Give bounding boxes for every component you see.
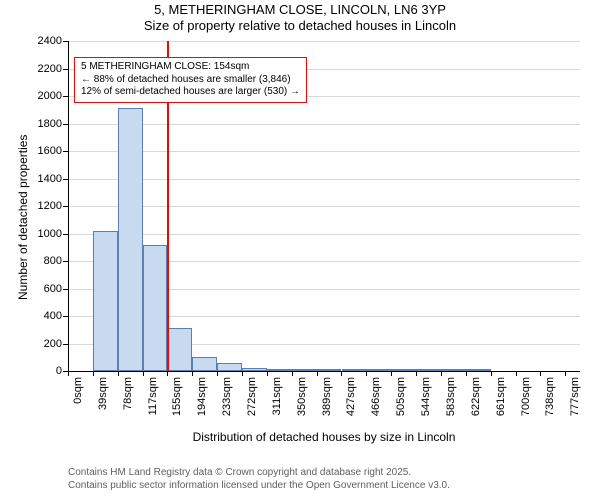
x-tick-label: 39sqm: [97, 377, 109, 410]
y-tick-label: 2400: [38, 35, 62, 47]
plot-area: 0200400600800100012001400160018002000220…: [68, 40, 580, 371]
histogram-bar: [143, 245, 168, 372]
histogram-bar: [118, 108, 143, 371]
x-axis-line: [68, 371, 580, 372]
x-tick-mark: [217, 371, 218, 376]
grid-line: [68, 41, 580, 42]
x-tick-label: 272sqm: [246, 377, 258, 416]
annotation-line-1: 5 METHERINGHAM CLOSE: 154sqm: [81, 61, 300, 74]
y-tick-label: 1200: [38, 200, 62, 212]
x-tick-mark: [341, 371, 342, 376]
x-tick-mark: [143, 371, 144, 376]
x-tick-label: 350sqm: [296, 377, 308, 416]
x-tick-label: 233sqm: [221, 377, 233, 416]
attribution-line1: Contains HM Land Registry data © Crown c…: [68, 467, 450, 480]
x-tick-label: 78sqm: [122, 377, 134, 410]
annotation-line-3: 12% of semi-detached houses are larger (…: [81, 86, 300, 99]
chart-title-line1: 5, METHERINGHAM CLOSE, LINCOLN, LN6 3YP: [0, 2, 600, 17]
y-tick-label: 1800: [38, 118, 62, 130]
x-tick-mark: [366, 371, 367, 376]
x-tick-mark: [167, 371, 168, 376]
x-tick-label: 0sqm: [72, 377, 84, 404]
y-axis-line: [68, 41, 69, 371]
x-tick-label: 544sqm: [420, 377, 432, 416]
y-tick-label: 2000: [38, 90, 62, 102]
x-tick-label: 738sqm: [544, 377, 556, 416]
x-tick-mark: [441, 371, 442, 376]
grid-line: [68, 234, 580, 235]
y-tick-label: 1400: [38, 173, 62, 185]
x-tick-mark: [317, 371, 318, 376]
x-tick-mark: [292, 371, 293, 376]
x-tick-mark: [93, 371, 94, 376]
histogram-bar: [167, 328, 192, 371]
x-tick-label: 389sqm: [321, 377, 333, 416]
y-tick-label: 400: [44, 310, 62, 322]
histogram-bar: [217, 363, 242, 371]
y-tick-label: 600: [44, 283, 62, 295]
grid-line: [68, 179, 580, 180]
x-tick-mark: [416, 371, 417, 376]
x-tick-label: 622sqm: [470, 377, 482, 416]
grid-line: [68, 151, 580, 152]
x-tick-mark: [68, 371, 69, 376]
attribution-line2: Contains public sector information licen…: [68, 480, 450, 493]
y-tick-label: 1000: [38, 228, 62, 240]
annotation-line-2: ← 88% of detached houses are smaller (3,…: [81, 74, 300, 87]
x-tick-mark: [565, 371, 566, 376]
x-tick-label: 505sqm: [395, 377, 407, 416]
x-tick-label: 117sqm: [147, 377, 159, 415]
x-tick-mark: [516, 371, 517, 376]
x-tick-mark: [391, 371, 392, 376]
y-tick-label: 0: [56, 365, 62, 377]
x-tick-label: 311sqm: [271, 377, 283, 415]
chart-title-line2: Size of property relative to detached ho…: [0, 18, 600, 33]
attribution-text: Contains HM Land Registry data © Crown c…: [68, 467, 450, 492]
x-tick-label: 427sqm: [345, 377, 357, 416]
y-axis-title: Number of detached properties: [16, 135, 30, 300]
annotation-box: 5 METHERINGHAM CLOSE: 154sqm← 88% of det…: [74, 57, 307, 103]
x-tick-mark: [466, 371, 467, 376]
grid-line: [68, 124, 580, 125]
x-tick-mark: [540, 371, 541, 376]
x-tick-label: 700sqm: [520, 377, 532, 416]
y-tick-label: 2200: [38, 63, 62, 75]
grid-line: [68, 206, 580, 207]
x-axis-title: Distribution of detached houses by size …: [68, 430, 580, 444]
x-tick-label: 583sqm: [445, 377, 457, 416]
x-tick-label: 155sqm: [171, 377, 183, 416]
x-tick-label: 194sqm: [196, 377, 208, 416]
x-tick-mark: [491, 371, 492, 376]
chart-container: 5, METHERINGHAM CLOSE, LINCOLN, LN6 3YP …: [0, 0, 600, 500]
x-tick-mark: [192, 371, 193, 376]
x-tick-label: 777sqm: [569, 377, 581, 416]
x-tick-mark: [118, 371, 119, 376]
x-tick-mark: [267, 371, 268, 376]
x-tick-label: 661sqm: [495, 377, 507, 416]
histogram-bar: [192, 357, 217, 371]
y-tick-label: 1600: [38, 145, 62, 157]
y-tick-label: 200: [44, 338, 62, 350]
y-tick-label: 800: [44, 255, 62, 267]
x-tick-mark: [242, 371, 243, 376]
histogram-bar: [93, 231, 118, 371]
x-tick-label: 466sqm: [370, 377, 382, 416]
